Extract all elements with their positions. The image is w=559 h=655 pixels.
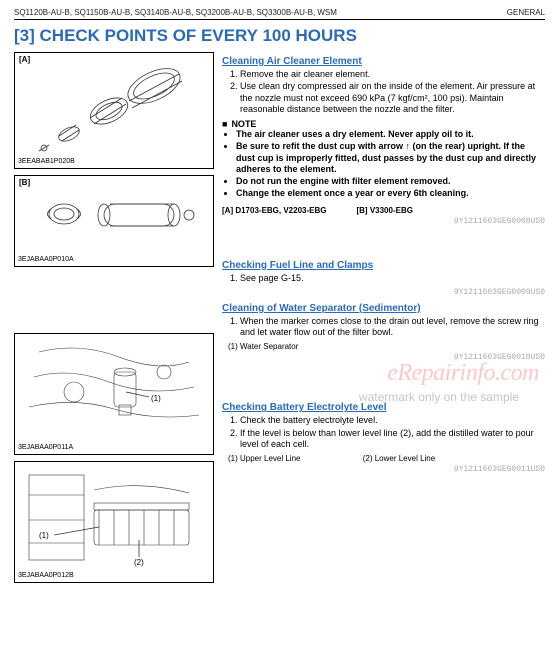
battery-paren1: (1) Upper Level Line: [228, 454, 300, 463]
text-column: Cleaning Air Cleaner Element Remove the …: [222, 52, 545, 589]
page-header: SQ1120B-AU-B, SQ1150B-AU-B, SQ3140B-AU-B…: [14, 8, 545, 20]
figure-c: (1) 3EJABAA0P011A: [14, 333, 214, 455]
refcode: 9Y1211603GEG0008US0: [222, 217, 545, 226]
fuel-line-heading: Checking Fuel Line and Clamps: [222, 260, 545, 271]
fuel-line-steps: See page G-15.: [222, 273, 545, 284]
note-bullet: Change the element once a year or every …: [236, 188, 545, 199]
water-separator-illustration: (1): [19, 337, 209, 442]
figure-d: (1) (2) 3EJABAA0P012B: [14, 461, 214, 583]
air-cleaner-heading: Cleaning Air Cleaner Element: [222, 56, 545, 67]
section-heading: CHECK POINTS OF EVERY 100 HOURS: [40, 26, 357, 45]
figure-d-callout1: (1): [39, 531, 49, 540]
figure-b: [B] 3EJABAA0P010A: [14, 175, 214, 267]
section-number: [3]: [14, 26, 35, 45]
figure-c-id: 3EJABAA0P011A: [18, 444, 210, 451]
header-left: SQ1120B-AU-B, SQ1150B-AU-B, SQ3140B-AU-B…: [14, 8, 337, 17]
note-bullet: Be sure to refit the dust cup with arrow…: [236, 141, 545, 175]
header-right: GENERAL: [507, 8, 545, 17]
refcode: 9Y1211603GEG0010US0: [222, 353, 545, 362]
figure-a-tag: [A]: [19, 55, 30, 64]
air-cleaner-step: Use clean dry compressed air on the insi…: [240, 81, 545, 115]
models-b: [B] V3300-EBG: [356, 206, 412, 215]
battery-step: If the level is below than lower level l…: [240, 428, 545, 451]
air-cleaner-step: Remove the air cleaner element.: [240, 69, 545, 80]
figure-a-id: 3EEABAB1P020B: [18, 158, 210, 165]
battery-illustration: (1) (2): [19, 465, 209, 570]
water-sep-paren: (1) Water Separator: [228, 342, 298, 351]
models-a: [A] D1703-EBG, V2203-EBG: [222, 206, 326, 215]
fuel-line-step: See page G-15.: [240, 273, 545, 284]
battery-block: Checking Battery Electrolyte Level Check…: [222, 402, 545, 474]
air-cleaner-illustration-b: [24, 179, 204, 254]
air-cleaner-illustration-a: [24, 56, 204, 156]
figure-a: [A] 3EEABAB1P020B: [14, 52, 214, 169]
refcode: 9Y1211603GEG0009US0: [222, 288, 545, 297]
refcode: 9Y1211603GEG0011US0: [222, 465, 545, 474]
note-heading: NOTE: [222, 119, 545, 129]
figure-b-tag: [B]: [19, 178, 30, 187]
figure-b-id: 3EJABAA0P010A: [18, 256, 210, 263]
battery-steps: Check the battery electrolyte level. If …: [222, 415, 545, 450]
model-reference: [A] D1703-EBG, V2203-EBG [B] V3300-EBG: [222, 206, 545, 215]
battery-legend: (1) Upper Level Line (2) Lower Level Lin…: [228, 454, 545, 463]
fuel-line-block: Checking Fuel Line and Clamps See page G…: [222, 260, 545, 297]
air-cleaner-steps: Remove the air cleaner element. Use clea…: [222, 69, 545, 115]
water-sep-steps: When the marker comes close to the drain…: [222, 316, 545, 339]
figure-d-id: 3EJABAA0P012B: [18, 572, 210, 579]
battery-step: Check the battery electrolyte level.: [240, 415, 545, 426]
battery-paren2: (2) Lower Level Line: [363, 454, 435, 463]
air-cleaner-notes: The air cleaner uses a dry element. Neve…: [222, 129, 545, 200]
note-bullet: Do not run the engine with filter elemen…: [236, 176, 545, 187]
section-title: [3] CHECK POINTS OF EVERY 100 HOURS: [14, 26, 545, 46]
water-sep-step: When the marker comes close to the drain…: [240, 316, 545, 339]
water-sep-heading: Cleaning of Water Separator (Sedimentor): [222, 303, 545, 314]
note-bullet: The air cleaner uses a dry element. Neve…: [236, 129, 545, 140]
air-cleaner-block: Cleaning Air Cleaner Element Remove the …: [222, 56, 545, 226]
water-sep-block: Cleaning of Water Separator (Sedimentor)…: [222, 303, 545, 363]
figure-d-callout2: (2): [134, 558, 144, 567]
figure-c-callout: (1): [151, 394, 161, 403]
battery-heading: Checking Battery Electrolyte Level: [222, 402, 545, 413]
water-sep-legend: (1) Water Separator: [228, 342, 545, 351]
figure-column: [A] 3EEABAB1P020B [B]: [14, 52, 214, 589]
